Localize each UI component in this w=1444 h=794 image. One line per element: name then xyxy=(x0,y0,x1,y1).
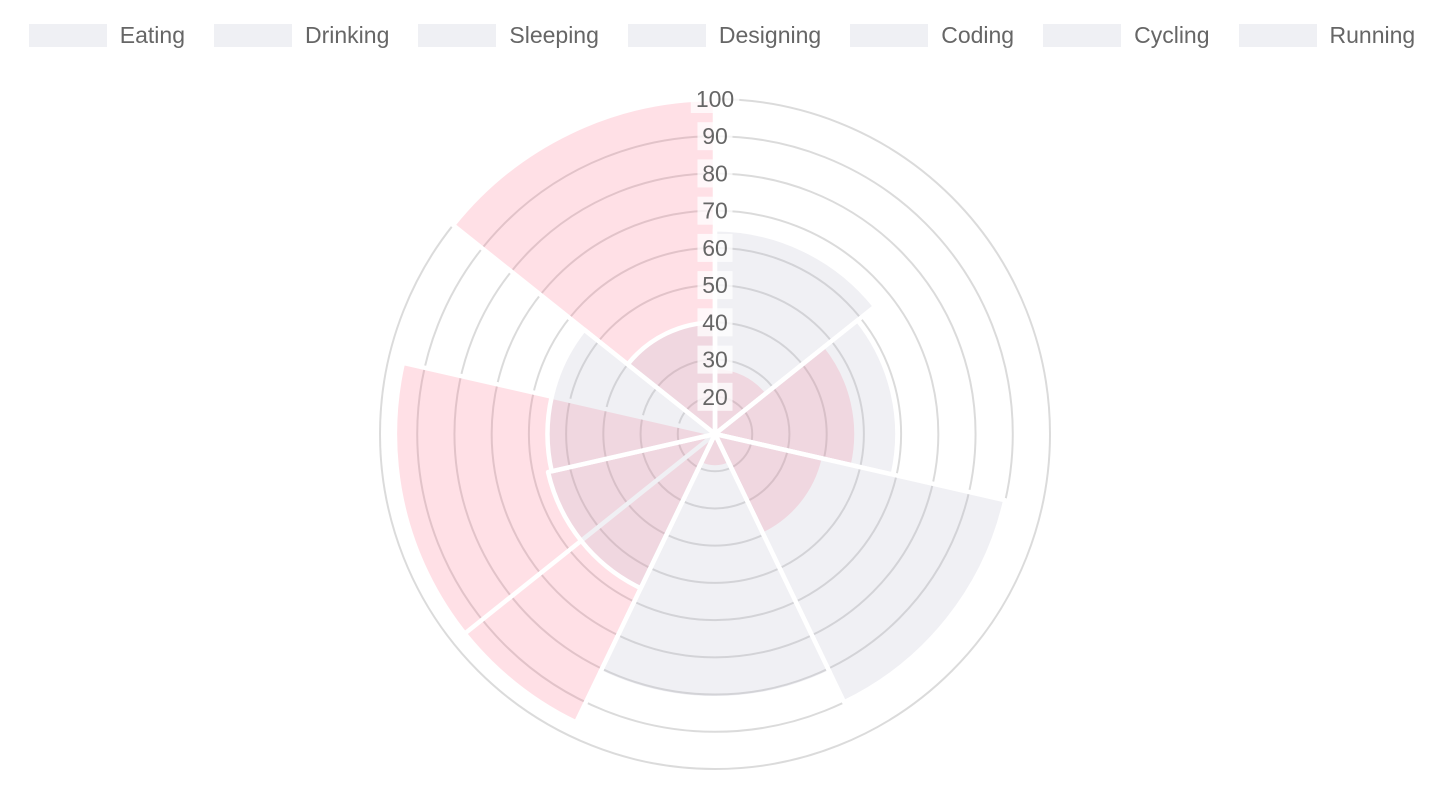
gray-sector-designing[interactable] xyxy=(598,431,832,701)
legend-label: Sleeping xyxy=(509,22,599,48)
tick-label-70: 70 xyxy=(702,198,728,224)
legend-label: Running xyxy=(1329,22,1416,48)
tick-backdrop-70 xyxy=(697,196,733,225)
pink-sector-running[interactable] xyxy=(450,96,718,437)
legend-swatch xyxy=(1238,24,1317,47)
legend-swatch xyxy=(214,24,292,47)
legend-label: Drinking xyxy=(305,22,390,48)
tick-backdrop-40 xyxy=(697,308,733,337)
legend-item-cycling[interactable]: Cycling xyxy=(1043,22,1210,48)
tick-backdrop-90 xyxy=(697,122,733,151)
legend-label: Eating xyxy=(119,22,185,48)
legend-swatch xyxy=(627,24,706,47)
gray-sector-coding[interactable] xyxy=(545,431,718,591)
tick-label-40: 40 xyxy=(702,309,728,335)
tick-backdrop-50 xyxy=(697,271,733,300)
tick-label-20: 20 xyxy=(702,384,728,410)
tick-backdrop-30 xyxy=(697,345,733,374)
gray-sector-cycling[interactable] xyxy=(545,327,718,474)
legend-item-coding[interactable]: Coding xyxy=(850,24,1014,47)
pink-sector-inner-border xyxy=(463,432,717,636)
legend-item-sleeping[interactable]: Sleeping xyxy=(418,24,599,47)
legend-label: Designing xyxy=(718,22,822,48)
tick-label-80: 80 xyxy=(702,160,728,186)
legend-swatch xyxy=(850,24,929,47)
legend-item-running[interactable]: Running xyxy=(1238,22,1416,48)
legend-swatch xyxy=(28,24,107,47)
gray-dataset-sectors xyxy=(545,227,1008,705)
tick-backdrop-80 xyxy=(697,159,733,188)
tick-label-50: 50 xyxy=(702,272,728,298)
tick-label-90: 90 xyxy=(702,123,728,149)
gray-sector-sleeping[interactable] xyxy=(712,431,1008,705)
tick-label-60: 60 xyxy=(702,235,728,261)
legend-item-designing[interactable]: Designing xyxy=(627,22,822,48)
gray-sector-drinking[interactable] xyxy=(712,318,900,477)
legend-label: Cycling xyxy=(1134,22,1210,48)
pink-sector-drinking[interactable] xyxy=(712,343,859,468)
pink-sector-sleeping[interactable] xyxy=(712,431,827,537)
chart-legend: Eating Drinking Sleeping Designing Coding Cyc… xyxy=(0,24,1444,47)
tick-label-30: 30 xyxy=(702,347,728,373)
legend-item-eating[interactable]: Eating xyxy=(28,22,185,48)
tick-backdrop-100 xyxy=(690,85,740,113)
tick-backdrop-60 xyxy=(697,233,733,262)
legend-label: Coding xyxy=(941,22,1015,48)
legend-swatch xyxy=(1043,24,1122,47)
gray-sector-eating[interactable] xyxy=(712,227,878,437)
legend-swatch xyxy=(418,24,497,47)
tick-backdrop-20 xyxy=(697,382,733,411)
radial-axis-ticks: 20 30 40 50 60 70 80 90 100 xyxy=(690,85,740,411)
tick-label-100: 100 xyxy=(696,86,734,112)
legend-item-drinking[interactable]: Drinking xyxy=(214,24,389,47)
